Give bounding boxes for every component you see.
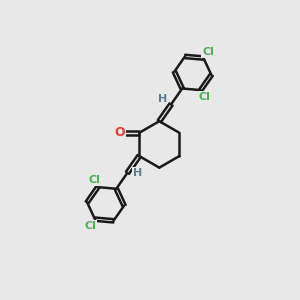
Text: H: H <box>133 168 142 178</box>
Text: Cl: Cl <box>85 220 96 231</box>
Text: H: H <box>158 94 167 103</box>
Text: Cl: Cl <box>88 175 101 185</box>
Text: O: O <box>115 126 125 139</box>
Text: Cl: Cl <box>198 92 210 102</box>
Text: Cl: Cl <box>202 47 214 57</box>
